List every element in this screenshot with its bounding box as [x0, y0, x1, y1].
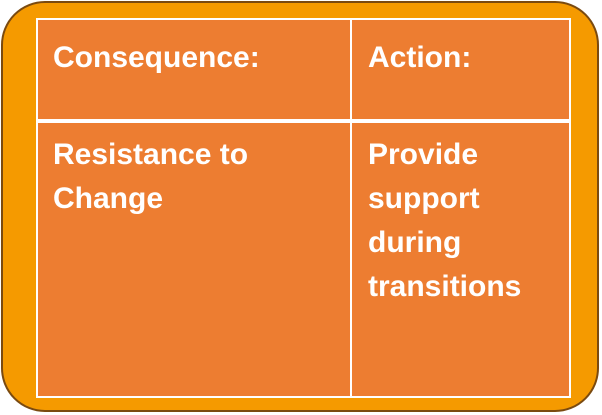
action-header: Action:: [368, 41, 472, 74]
column-divider: [350, 20, 352, 396]
action-cell: Provide support during transitions: [368, 138, 522, 303]
header-divider: [38, 119, 569, 123]
consequence-action-table: Consequence: Action: Resistance to Chang…: [36, 18, 571, 398]
consequence-header: Consequence:: [53, 41, 260, 74]
consequence-cell: Resistance to Change: [53, 138, 249, 215]
